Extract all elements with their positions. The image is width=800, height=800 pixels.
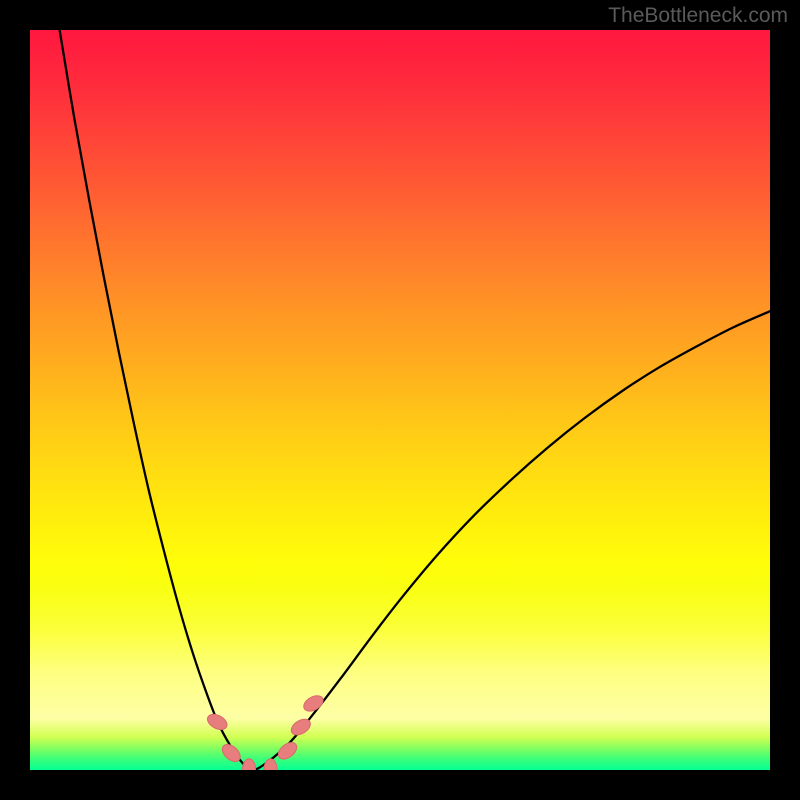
chart-svg — [30, 30, 770, 770]
plot-area — [30, 30, 770, 770]
watermark-text: TheBottleneck.com — [608, 4, 788, 28]
gradient-background — [30, 30, 770, 770]
